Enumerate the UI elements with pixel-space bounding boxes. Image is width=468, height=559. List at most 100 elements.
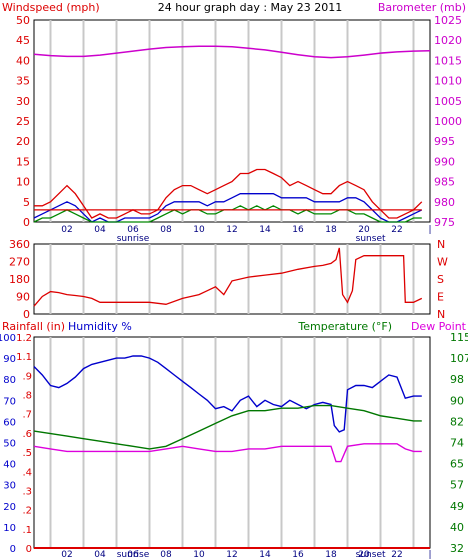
hour-tick-label: 18 xyxy=(325,550,337,559)
humidity-tick-label: 40 xyxy=(3,460,16,471)
hour-tick-label: 10 xyxy=(193,225,205,235)
dewpoint-axis-title: Dew Point xyxy=(411,320,467,333)
compass-tick-label: S xyxy=(437,273,444,286)
humidity-tick-label: 90 xyxy=(3,354,16,365)
sunset-label: sunset xyxy=(356,234,386,244)
temperature-tick-label: 40 xyxy=(450,521,464,534)
hour-tick-label: 02 xyxy=(61,550,72,559)
barometer-tick-label: 985 xyxy=(434,176,455,189)
humidity-tick-label: 50 xyxy=(3,439,16,450)
windspeed-tick-label: 35 xyxy=(16,75,30,88)
temperature-series-line xyxy=(33,404,422,450)
rainfall-tick-label: 1.2 xyxy=(16,333,32,344)
temperature-tick-label: 65 xyxy=(450,458,464,471)
hour-tick-label: | xyxy=(428,225,431,235)
rainfall-tick-label: .1 xyxy=(22,525,32,536)
hour-tick-label: 16 xyxy=(292,225,304,235)
windspeed-tick-label: 25 xyxy=(16,115,30,128)
rainfall-tick-label: .6 xyxy=(22,429,32,440)
windspeed-axis-title: Windspeed (mph) xyxy=(2,1,100,14)
dewpoint-series-line xyxy=(33,443,422,463)
windspeed-tick-label: 45 xyxy=(16,34,30,47)
hour-tick-label: 22 xyxy=(391,550,402,559)
temperature-tick-label: 90 xyxy=(450,394,464,407)
humidity-axis-title: Humidity % xyxy=(68,320,132,333)
temperature-tick-label: 57 xyxy=(450,479,464,492)
rainfall-tick-label: .8 xyxy=(22,391,32,402)
barometer-tick-label: 1000 xyxy=(434,115,462,128)
barometer-tick-label: 995 xyxy=(434,135,455,148)
hour-tick-label: 20 xyxy=(358,225,370,235)
compass-tick-label: N xyxy=(437,308,445,321)
rainfall-tick-label: .4 xyxy=(22,467,32,478)
barometer-tick-label: 1020 xyxy=(434,34,462,47)
panel-frame-2 xyxy=(33,243,431,315)
temperature-tick-label: 98 xyxy=(450,373,464,386)
hour-tick-label: 04 xyxy=(94,225,106,235)
humidity-series-line xyxy=(33,355,422,433)
hour-tick-label: 22 xyxy=(391,225,402,235)
windspeed-tick-label: 30 xyxy=(16,95,30,108)
humidity-tick-label: 70 xyxy=(3,396,16,407)
windspeed-tick-label: 10 xyxy=(16,176,30,189)
hour-tick-label: 02 xyxy=(61,225,72,235)
avg_wind-series-line xyxy=(33,193,423,223)
temperature-tick-label: 107 xyxy=(450,352,468,365)
humidity-tick-label: 80 xyxy=(3,375,16,386)
hour-tick-label: 14 xyxy=(259,550,271,559)
humidity-tick-label: 0 xyxy=(10,544,16,555)
compass-tick-label: E xyxy=(437,291,444,304)
rainfall-tick-label: .2 xyxy=(22,506,32,517)
humidity-tick-label: 60 xyxy=(3,417,16,428)
windspeed-tick-label: 20 xyxy=(16,135,30,148)
rainfall-tick-label: 1.1 xyxy=(16,352,32,363)
direction-tick-label: 0 xyxy=(23,308,30,321)
humidity-tick-label: 10 xyxy=(3,523,16,534)
hour-tick-label: 12 xyxy=(226,550,237,559)
hour-tick-label: 14 xyxy=(259,225,271,235)
windspeed-tick-label: 15 xyxy=(16,155,30,168)
rainfall-tick-label: .3 xyxy=(22,486,32,497)
hour-tick-label: 16 xyxy=(292,550,304,559)
rainfall-tick-label: .7 xyxy=(22,410,32,421)
sunset-label-bottom: sunset xyxy=(356,550,386,559)
hour-tick-label: 06 xyxy=(127,550,139,559)
humidity-tick-label: 20 xyxy=(3,502,16,513)
barometer-series-line xyxy=(33,45,431,59)
humidity-tick-label: 30 xyxy=(3,481,16,492)
rainfall-tick-label: 0 xyxy=(26,544,32,555)
rainfall-tick-label: .5 xyxy=(22,448,32,459)
chart-title: 24 hour graph day : May 23 2011 xyxy=(158,1,343,14)
direction-tick-label: 360 xyxy=(9,238,30,251)
hour-tick-label: 06 xyxy=(127,225,139,235)
temperature-tick-label: 74 xyxy=(450,437,464,450)
barometer-tick-label: 1025 xyxy=(434,14,462,27)
barometer-tick-label: 1010 xyxy=(434,75,462,88)
windspeed-tick-label: 50 xyxy=(16,14,30,27)
hour-tick-label: 04 xyxy=(94,550,106,559)
temperature-tick-label: 32 xyxy=(450,542,464,555)
sunrise-label-bottom: sunrise xyxy=(117,550,150,559)
temperature-tick-label: 82 xyxy=(450,415,464,428)
barometer-tick-label: 980 xyxy=(434,196,455,209)
barometer-tick-label: 990 xyxy=(434,155,455,168)
barometer-tick-label: 975 xyxy=(434,216,455,229)
hour-tick-label: 20 xyxy=(358,550,370,559)
temperature-axis-title: Temperature (°F) xyxy=(297,320,392,333)
hour-tick-label: 08 xyxy=(160,225,172,235)
windspeed-tick-label: 0 xyxy=(23,216,30,229)
barometer-tick-label: 1005 xyxy=(434,95,462,108)
temperature-tick-label: 49 xyxy=(450,500,464,513)
compass-tick-label: N xyxy=(437,238,445,251)
direction-series-line xyxy=(33,247,423,307)
sunrise-label: sunrise xyxy=(117,234,150,244)
barometer-axis-title: Barometer (mb) xyxy=(378,1,466,14)
rainfall-tick-label: .9 xyxy=(22,371,32,382)
direction-tick-label: 270 xyxy=(9,256,30,269)
hour-tick-label: | xyxy=(428,550,431,559)
windspeed-tick-label: 5 xyxy=(23,196,30,209)
hour-tick-label: 12 xyxy=(226,225,237,235)
rainfall-axis-title: Rainfall (in) xyxy=(2,320,65,333)
panel-frame-1 xyxy=(33,19,431,223)
